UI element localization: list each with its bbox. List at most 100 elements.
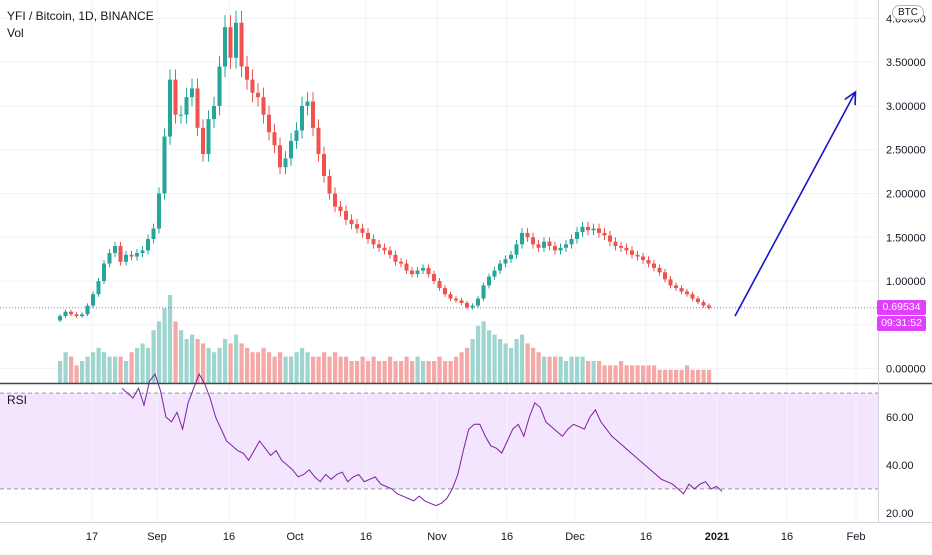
candle-body	[459, 300, 464, 303]
volume-bar	[410, 361, 415, 383]
volume-bar	[619, 361, 624, 383]
volume-bar	[399, 361, 404, 383]
currency-badge[interactable]: BTC	[892, 5, 924, 20]
candle-body	[674, 285, 678, 289]
candle-body	[206, 119, 211, 155]
symbol-title[interactable]: YFI / Bitcoin, 1D, BINANCE	[7, 9, 154, 23]
candle-body	[630, 250, 634, 255]
volume-bar	[272, 356, 277, 383]
candle-body	[393, 254, 398, 262]
candle-body	[179, 114, 183, 116]
volume-bar	[602, 365, 607, 383]
volume-bar	[690, 369, 695, 383]
volume-bar	[608, 365, 613, 383]
volume-bar	[613, 365, 618, 383]
candle-body	[503, 259, 508, 264]
volume-bar	[536, 352, 541, 383]
volume-bar	[146, 347, 151, 383]
candle-body	[162, 136, 167, 194]
candle-body	[597, 228, 601, 233]
volume-bar	[443, 361, 448, 383]
volume-bar	[91, 352, 96, 383]
countdown-tag: 09:31:52	[877, 316, 926, 332]
candle-body	[69, 311, 73, 315]
volume-bar	[311, 356, 316, 383]
candle-body	[366, 232, 370, 240]
volume-bar	[525, 343, 530, 383]
volume-bar	[520, 334, 525, 383]
volume-bar	[630, 365, 635, 383]
price-tick-label: 1.50000	[886, 232, 926, 244]
volume-bar	[663, 369, 668, 383]
volume-bar	[459, 352, 464, 383]
volume-label[interactable]: Vol	[7, 26, 24, 40]
candle-body	[267, 114, 271, 133]
volume-bar	[371, 356, 376, 383]
rsi-axis[interactable]: 60.00 40.00 20.00	[886, 412, 914, 520]
price-tick-label: 2.00000	[886, 189, 926, 201]
candle-body	[569, 239, 574, 245]
rsi-label[interactable]: RSI	[7, 393, 28, 407]
candle-body	[487, 276, 491, 286]
volume-bar	[696, 369, 701, 383]
candle-body	[349, 219, 354, 225]
candle-body	[300, 105, 304, 131]
candle-body	[217, 66, 222, 106]
volume-bar	[195, 339, 200, 383]
volume-bar	[63, 352, 68, 383]
volume-bar	[470, 339, 475, 383]
volume-bar	[657, 369, 662, 383]
candle-body	[701, 302, 706, 306]
candle-body	[184, 97, 189, 115]
volume-bar	[80, 361, 85, 383]
volume-bar	[421, 361, 426, 383]
candle-body	[102, 263, 106, 282]
candle-body	[668, 279, 673, 286]
candle-body	[388, 250, 392, 255]
volume-bar	[245, 347, 250, 383]
candle-body	[228, 27, 233, 58]
candle-body	[514, 244, 519, 255]
volume-bar	[283, 356, 288, 383]
candle-body	[239, 22, 244, 67]
volume-bar	[184, 339, 189, 383]
volume-bar	[355, 361, 360, 383]
candle-body	[305, 101, 310, 106]
candle-body	[399, 261, 403, 264]
time-tick-label: Nov	[427, 531, 447, 543]
volume-bar	[250, 352, 255, 383]
candle-body	[509, 254, 513, 260]
time-axis[interactable]: 17 Sep 16 Oct 16 Nov 16 Dec 16 2021 16 Feb	[86, 531, 866, 543]
candle-body	[195, 88, 200, 128]
projection-arrow[interactable]	[734, 93, 855, 317]
volume-bar	[503, 343, 508, 383]
volume-bar	[58, 361, 63, 383]
time-tick-label: 16	[640, 531, 652, 543]
candle-body	[558, 247, 563, 251]
chart-legend: YFI / Bitcoin, 1D, BINANCE	[7, 9, 154, 23]
candle-body	[696, 298, 700, 303]
volume-bar	[201, 343, 206, 383]
candle-body	[344, 211, 348, 220]
volume-bar	[597, 361, 602, 383]
volume-bar	[476, 325, 481, 383]
candle-body	[415, 270, 420, 275]
volume-bar	[652, 365, 657, 383]
volume-bar	[349, 361, 354, 383]
time-tick-label: Sep	[147, 531, 167, 543]
candle-body	[91, 294, 95, 306]
price-tick-label: 2.50000	[886, 145, 926, 157]
candle-body	[531, 237, 535, 245]
volume-bar	[113, 356, 118, 383]
volume-bar	[547, 356, 552, 383]
candle-body	[289, 140, 293, 159]
candle-body	[492, 270, 497, 277]
time-tick-label: 2021	[705, 531, 729, 543]
volume-bar	[575, 356, 580, 383]
last-price-tag: 0.69534	[877, 300, 926, 316]
candle-body	[525, 232, 530, 238]
rsi-tick-label: 20.00	[886, 508, 914, 520]
volume-bar	[267, 352, 272, 383]
